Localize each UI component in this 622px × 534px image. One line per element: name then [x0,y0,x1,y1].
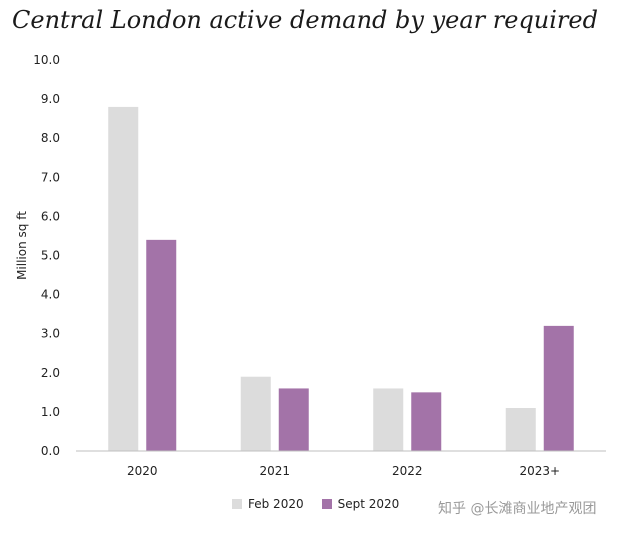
legend-label-feb-2020: Feb 2020 [248,497,304,511]
y-tick-label: 0.0 [41,444,60,458]
bar-sept-2020-2021 [278,388,309,451]
y-axis-label: Million sq ft [15,211,29,280]
y-tick-label: 1.0 [41,405,60,419]
y-tick-label: 3.0 [41,327,60,341]
x-axis-ticks: 2020 2021 2022 2023+ [127,464,560,478]
bar-feb-2020-2023plus [505,407,536,451]
y-tick-label: 9.0 [41,92,60,106]
y-tick-label: 10.0 [33,53,60,67]
y-tick-label: 6.0 [41,209,60,223]
legend-item-sept-2020: Sept 2020 [321,497,400,511]
bar-sept-2020-2020 [146,239,177,451]
x-tick-label: 2021 [259,464,290,478]
legend-label-sept-2020: Sept 2020 [337,497,400,511]
y-axis-ticks: 0.0 1.0 2.0 3.0 4.0 5.0 6.0 7.0 8.0 9.0 10.0 [33,53,60,458]
chart-title: Central London active demand by year req… [12,6,598,34]
legend-swatch-sept-2020 [321,499,332,509]
watermark: 知乎 @长滩商业地产观团 [438,501,597,517]
x-tick-label: 2020 [127,464,158,478]
legend-item-feb-2020: Feb 2020 [232,497,304,511]
x-tick-label: 2023+ [519,464,560,478]
bars [108,106,574,452]
y-tick-label: 5.0 [41,249,60,263]
y-tick-label: 7.0 [41,170,60,184]
y-tick-label: 2.0 [41,366,60,380]
bar-feb-2020-2020 [108,106,139,452]
legend-swatch-feb-2020 [232,499,242,509]
legend: Feb 2020 Sept 2020 [232,497,399,511]
bar-feb-2020-2021 [240,376,271,451]
x-tick-label: 2022 [392,464,423,478]
y-tick-label: 8.0 [41,131,60,145]
bar-sept-2020-2022 [411,392,442,451]
bar-feb-2020-2022 [373,388,404,451]
bar-sept-2020-2023plus [543,325,574,451]
y-tick-label: 4.0 [41,288,60,302]
